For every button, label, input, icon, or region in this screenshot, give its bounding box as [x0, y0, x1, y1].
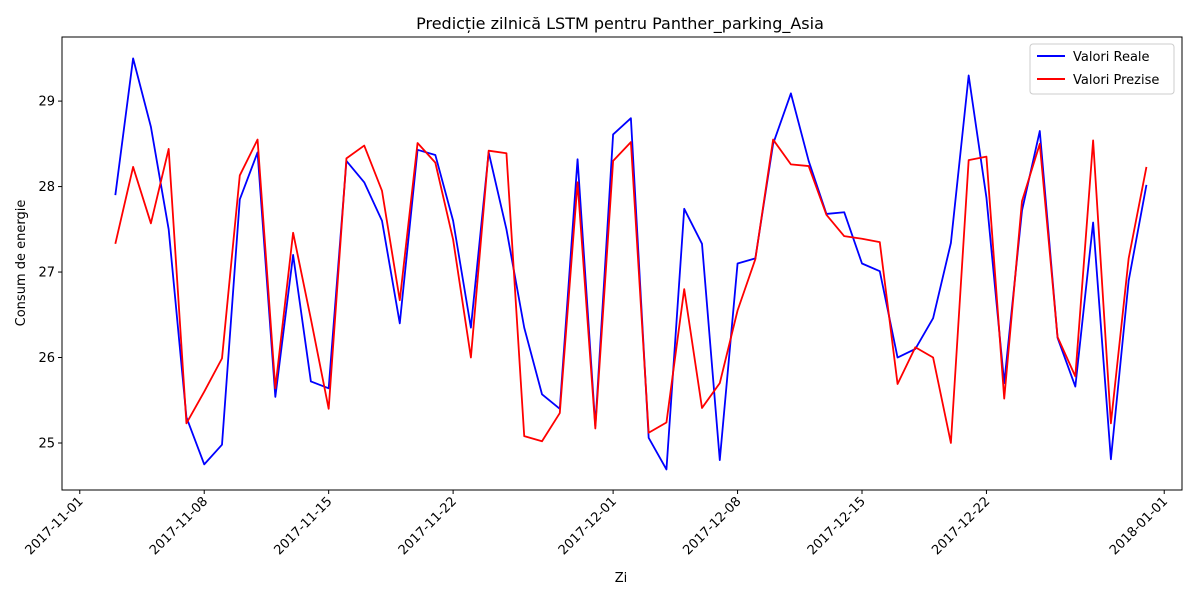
- y-tick-label: 27: [38, 266, 55, 281]
- legend-label-valori-prezise: Valori Prezise: [1073, 73, 1159, 88]
- y-axis-label: Consum de energie: [14, 200, 29, 327]
- series-layer: [114, 57, 1148, 471]
- y-tick-label: 25: [38, 436, 55, 451]
- series-line-valori-reale: [114, 57, 1148, 471]
- legend: Valori Reale Valori Prezise: [1029, 43, 1175, 95]
- x-axis-label: Zi: [615, 571, 628, 586]
- legend-box: [1029, 43, 1175, 95]
- plot-frame: [61, 36, 1183, 491]
- chart-title: Predicție zilnică LSTM pentru Panther_pa…: [416, 14, 824, 34]
- y-axis: 25 26 27 28 29: [38, 95, 62, 451]
- y-tick-label: 28: [38, 180, 55, 195]
- series-line-valori-prezise: [114, 138, 1148, 444]
- legend-label-valori-reale: Valori Reale: [1073, 50, 1150, 65]
- y-tick-label: 29: [38, 95, 55, 110]
- y-tick-label: 26: [38, 351, 55, 366]
